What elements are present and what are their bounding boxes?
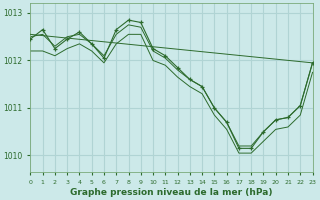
X-axis label: Graphe pression niveau de la mer (hPa): Graphe pression niveau de la mer (hPa) — [70, 188, 273, 197]
